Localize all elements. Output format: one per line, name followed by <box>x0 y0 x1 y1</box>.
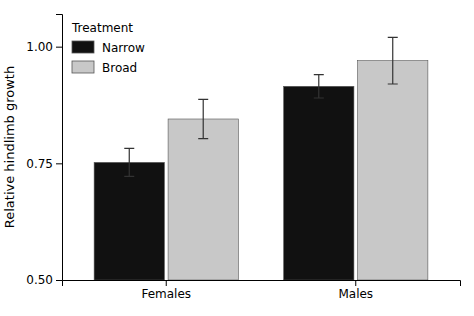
y-tick-mark <box>56 163 62 164</box>
y-tick-mark <box>56 280 62 281</box>
bar <box>284 86 354 280</box>
y-tick: 1.00 <box>26 40 62 54</box>
error-bar <box>124 148 134 176</box>
bar <box>94 162 164 280</box>
chart: Females Males 0.50 0.75 1.00 Relative hindlim… <box>0 0 474 316</box>
legend-swatch <box>72 41 94 53</box>
y-tick: 0.75 <box>26 157 62 171</box>
x-tick-mark <box>166 280 167 286</box>
x-tick: Females <box>141 280 191 301</box>
y-axis-title: Relative hindlimb growth <box>2 66 17 228</box>
legend-title: Treatment <box>71 21 133 35</box>
legend-item: Narrow <box>72 41 145 55</box>
error-bar <box>314 75 324 98</box>
y-tick-label: 0.50 <box>26 273 53 287</box>
x-tick: Males <box>338 280 373 301</box>
plot: Females Males 0.50 0.75 1.00 Relative hindlim… <box>2 15 461 301</box>
y-axis: 0.50 0.75 1.00 <box>26 15 62 288</box>
legend-swatch <box>72 61 94 73</box>
x-axis-line <box>63 281 461 287</box>
x-tick-mark <box>355 280 356 286</box>
error-bar <box>198 99 208 138</box>
y-tick-label: 1.00 <box>26 40 53 54</box>
error-bar <box>388 37 398 84</box>
bar <box>358 61 428 280</box>
legend-label: Broad <box>102 61 137 75</box>
y-tick: 0.50 <box>26 273 62 287</box>
y-axis-line <box>56 15 63 281</box>
legend: Treatment Narrow Broad <box>71 21 145 75</box>
legend-item: Broad <box>72 61 137 75</box>
y-tick-mark <box>56 47 62 48</box>
x-axis: Females Males <box>63 280 461 301</box>
bar <box>168 119 238 280</box>
x-tick-label: Males <box>338 287 373 301</box>
legend-label: Narrow <box>102 41 145 55</box>
marks <box>94 37 428 280</box>
y-tick-label: 0.75 <box>26 157 53 171</box>
x-tick-label: Females <box>141 287 191 301</box>
